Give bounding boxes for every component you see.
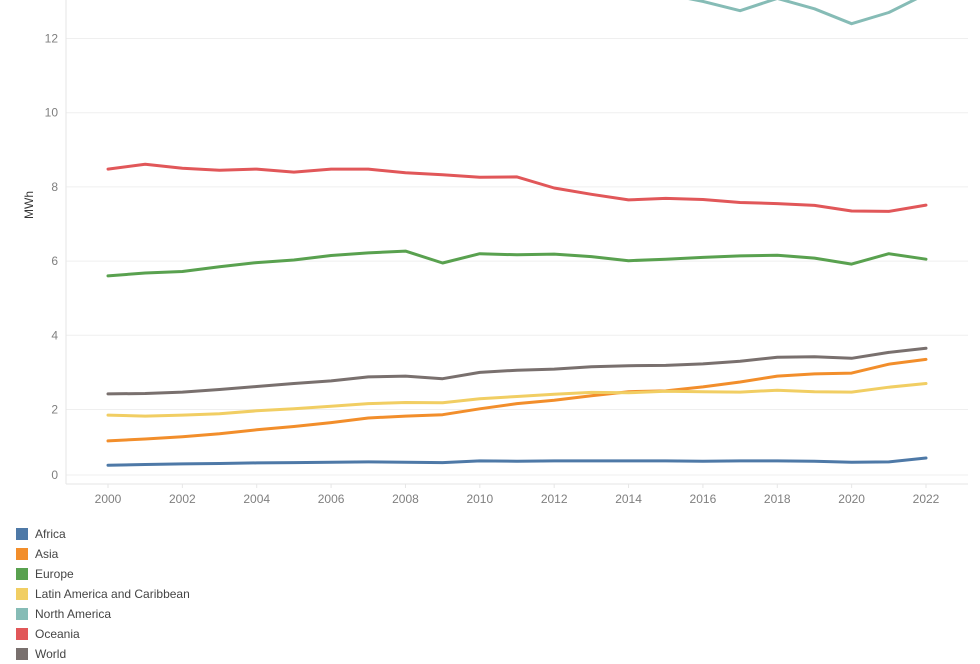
series-line-europe[interactable] <box>106 249 928 278</box>
legend-item[interactable]: Africa <box>16 524 190 544</box>
y-tick-label: 12 <box>45 32 59 46</box>
series-line-oceania[interactable] <box>106 162 928 213</box>
x-tick-label: 2004 <box>243 492 270 506</box>
legend-item[interactable]: Asia <box>16 544 190 564</box>
legend-item[interactable]: World <box>16 644 190 664</box>
axes: 0 2 4 6 8 10 12 2000 2002 2004 2006 2008 2010 2012 201… <box>45 0 968 506</box>
y-tick-label: 4 <box>51 328 58 342</box>
legend-label: Latin America and Caribbean <box>35 587 190 601</box>
legend-label: Africa <box>35 527 66 541</box>
legend-label: Oceania <box>35 627 80 641</box>
legend-swatch <box>16 568 28 580</box>
legend-label: Asia <box>35 547 59 561</box>
legend-item[interactable]: Latin America and Caribbean <box>16 584 190 604</box>
x-tick-label: 2008 <box>392 492 419 506</box>
legend-item[interactable]: North America <box>16 604 190 624</box>
legend-swatch <box>16 648 28 660</box>
legend-swatch <box>16 628 28 640</box>
legend: Africa Asia Europe Latin America and Caribb… <box>16 524 190 664</box>
x-tick-label: 2018 <box>764 492 791 506</box>
x-tick-label: 2006 <box>318 492 345 506</box>
series-line-asia[interactable] <box>106 357 928 443</box>
legend-item[interactable]: Oceania <box>16 624 190 644</box>
x-tick-label: 2002 <box>169 492 196 506</box>
legend-label: Europe <box>35 567 74 581</box>
y-tick-label: 0 <box>51 468 58 482</box>
y-axis-title: MWh <box>22 191 36 219</box>
x-tick-label: 2012 <box>541 492 568 506</box>
x-tick-label: 2016 <box>690 492 717 506</box>
series-line-latin-america-and-caribbean[interactable] <box>106 382 928 418</box>
legend-label: World <box>35 647 67 661</box>
legend-swatch <box>16 548 28 560</box>
y-tick-label: 2 <box>51 403 58 417</box>
gridlines <box>66 38 968 476</box>
legend-label: North America <box>35 607 112 621</box>
x-tick-label: 2022 <box>913 492 940 506</box>
series-line-world[interactable] <box>106 346 928 396</box>
legend-item[interactable]: Europe <box>16 564 190 584</box>
series-lines <box>106 0 928 467</box>
y-tick-label: 8 <box>51 180 58 194</box>
series-line-africa[interactable] <box>106 456 928 467</box>
y-tick-label: 6 <box>51 254 58 268</box>
legend-swatch <box>16 608 28 620</box>
x-tick-label: 2020 <box>838 492 865 506</box>
x-tick-label: 2014 <box>615 492 642 506</box>
y-tick-label: 10 <box>45 106 59 120</box>
x-tick-label: 2000 <box>95 492 122 506</box>
legend-swatch <box>16 588 28 600</box>
line-chart: 0 2 4 6 8 10 12 2000 2002 2004 2006 2008 2010 2012 201… <box>22 0 968 506</box>
legend-swatch <box>16 528 28 540</box>
x-tick-label: 2010 <box>466 492 493 506</box>
series-line-north-america[interactable] <box>666 0 926 26</box>
